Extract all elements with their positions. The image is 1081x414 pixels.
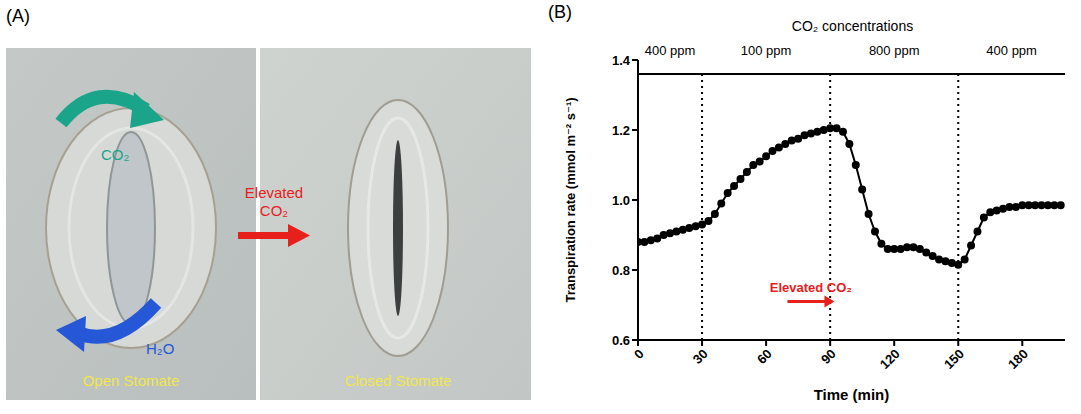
svg-text:1.4: 1.4 [612,53,631,68]
svg-text:0.8: 0.8 [612,263,630,278]
svg-text:0.6: 0.6 [612,333,630,348]
svg-text:800 ppm: 800 ppm [869,43,920,58]
svg-text:1.2: 1.2 [612,123,630,138]
svg-text:H₂O: H₂O [146,340,174,357]
svg-text:Elevated: Elevated [245,184,303,201]
svg-text:150: 150 [941,346,967,372]
svg-text:CO₂: CO₂ [260,202,289,219]
html-text:CO₂ concentrations: CO₂ concentrations [791,18,914,34]
svg-text:Closed Stomate: Closed Stomate [345,372,452,389]
svg-text:400 ppm: 400 ppm [986,43,1037,58]
svg-text:60: 60 [754,346,775,367]
svg-text:Transpiration rate (mmol m⁻² s: Transpiration rate (mmol m⁻² s⁻¹) [563,97,578,302]
svg-text:1.0: 1.0 [612,193,630,208]
svg-text:CO₂: CO₂ [101,146,130,163]
svg-text:Time (min): Time (min) [814,386,890,403]
html-text:(A): (A) [6,6,30,26]
svg-text:400 ppm: 400 ppm [645,43,696,58]
svg-text:0: 0 [631,346,647,362]
svg-text:30: 30 [690,346,711,367]
svg-text:180: 180 [1005,346,1031,372]
svg-text:100 ppm: 100 ppm [741,43,792,58]
svg-text:90: 90 [818,346,839,367]
svg-text:Elevated CO₂: Elevated CO₂ [770,280,853,295]
svg-text:120: 120 [877,346,903,372]
html-text:(B): (B) [548,2,572,22]
svg-text:Open Stomate: Open Stomate [83,372,180,389]
